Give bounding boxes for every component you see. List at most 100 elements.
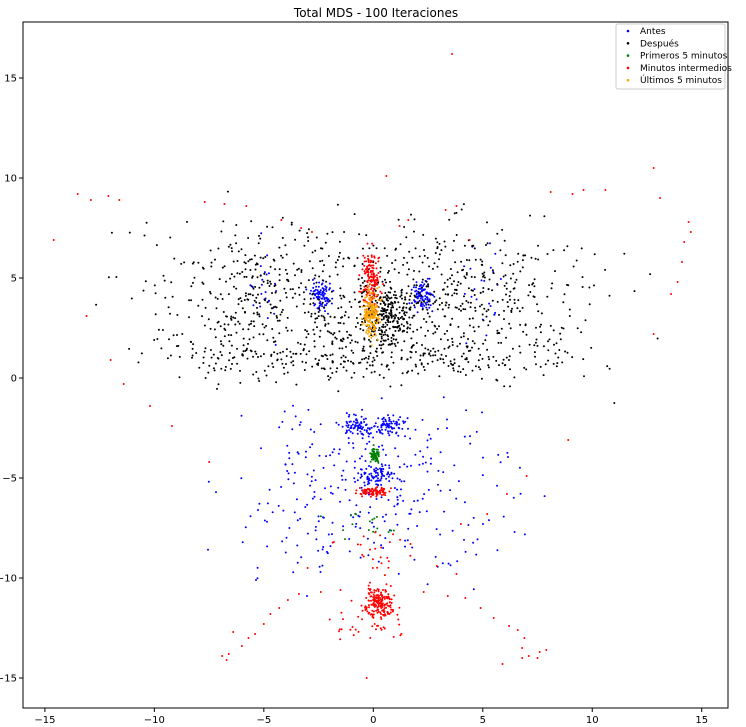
data-point	[253, 299, 256, 302]
data-point	[373, 255, 376, 258]
data-point	[474, 306, 477, 309]
data-point	[376, 338, 379, 341]
data-point	[352, 351, 355, 354]
data-point	[559, 338, 562, 341]
data-point	[350, 339, 353, 342]
data-point	[400, 632, 403, 635]
data-point	[369, 259, 372, 262]
data-point	[519, 323, 522, 326]
data-point	[479, 368, 482, 371]
data-point	[465, 300, 468, 302]
data-point	[304, 506, 307, 508]
data-point	[390, 471, 393, 474]
data-point	[448, 218, 451, 221]
data-point	[381, 417, 384, 420]
data-point	[367, 255, 369, 258]
data-point	[249, 258, 251, 261]
data-point	[416, 311, 419, 314]
data-point	[392, 533, 395, 536]
data-point	[285, 536, 288, 539]
data-point	[453, 358, 456, 361]
data-point	[521, 259, 524, 262]
data-point	[403, 312, 406, 315]
data-point	[485, 315, 488, 318]
data-point	[375, 594, 378, 597]
data-point	[380, 318, 383, 321]
data-point	[226, 190, 229, 193]
data-point	[394, 248, 397, 251]
data-point	[472, 541, 475, 544]
data-point	[331, 360, 334, 363]
data-point	[519, 492, 522, 495]
data-point	[424, 461, 427, 464]
data-point	[402, 309, 404, 312]
data-point	[382, 343, 385, 346]
data-point	[405, 321, 408, 323]
data-point	[367, 612, 370, 615]
data-point	[532, 282, 535, 285]
data-point	[349, 514, 352, 517]
data-point	[419, 304, 422, 307]
data-point	[409, 543, 412, 545]
data-point	[315, 236, 318, 239]
data-point	[485, 334, 488, 337]
data-point	[266, 545, 269, 548]
data-point	[449, 564, 452, 567]
data-point	[560, 326, 563, 329]
data-point	[389, 280, 391, 283]
data-point	[390, 598, 393, 601]
data-point	[404, 435, 406, 438]
data-point	[308, 260, 311, 263]
x-tick-label: −5	[256, 715, 271, 726]
data-point	[519, 270, 522, 273]
data-point	[401, 315, 403, 318]
data-point	[367, 274, 369, 277]
data-point	[402, 306, 405, 309]
data-point	[255, 301, 258, 304]
data-point	[233, 275, 236, 278]
data-point	[314, 529, 317, 532]
data-point	[400, 488, 402, 491]
data-point	[404, 314, 407, 317]
data-point	[370, 273, 373, 276]
data-point	[309, 303, 312, 306]
data-point	[396, 613, 399, 616]
data-point	[395, 297, 398, 300]
data-point	[384, 494, 387, 497]
data-point	[359, 290, 362, 293]
data-point	[153, 339, 156, 341]
data-point	[402, 302, 405, 305]
data-point	[263, 272, 266, 275]
data-point	[652, 167, 655, 169]
data-point	[379, 302, 382, 305]
data-point	[457, 325, 460, 328]
data-point	[258, 234, 260, 237]
data-point	[543, 215, 546, 218]
data-point	[468, 239, 471, 241]
data-point	[529, 214, 531, 217]
data-point	[427, 283, 429, 286]
data-point	[296, 544, 299, 547]
data-point	[386, 295, 389, 298]
data-point	[470, 275, 473, 278]
data-point	[486, 513, 489, 515]
data-point	[328, 275, 331, 278]
data-point	[392, 529, 395, 532]
data-point	[321, 297, 324, 300]
data-point	[359, 457, 361, 460]
data-point	[515, 278, 518, 281]
data-point	[414, 428, 417, 431]
data-point	[525, 475, 528, 477]
data-point	[122, 383, 125, 385]
data-point	[335, 421, 338, 424]
data-point	[535, 326, 537, 329]
data-point	[332, 333, 335, 336]
data-point	[505, 282, 508, 285]
data-point	[368, 473, 371, 476]
data-point	[390, 310, 393, 313]
data-point	[244, 526, 247, 529]
data-point	[365, 423, 368, 426]
data-point	[232, 316, 235, 319]
data-point	[502, 275, 505, 278]
data-point	[366, 483, 369, 486]
